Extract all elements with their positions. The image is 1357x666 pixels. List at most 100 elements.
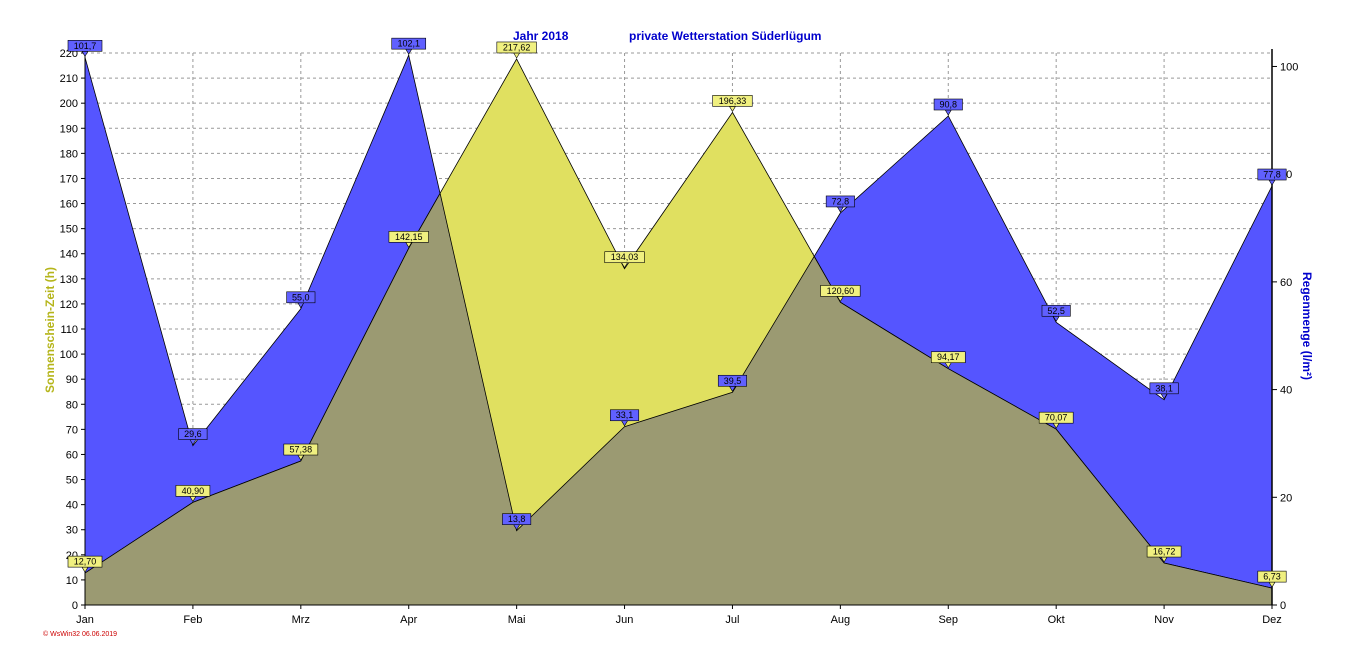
- data-label-box: [1149, 382, 1179, 395]
- data-label-text: 120,60: [827, 286, 855, 296]
- data-label-text: 16,72: [1153, 547, 1176, 557]
- data-label-regenmenge: 52,5: [1041, 304, 1071, 322]
- x-tick-label: Dez: [1262, 614, 1282, 626]
- data-label-box: [67, 555, 103, 568]
- data-label-text: 6,73: [1263, 572, 1281, 582]
- y-tick-label-right: 40: [1280, 385, 1292, 397]
- data-label-regenmenge: 38,1: [1149, 382, 1179, 400]
- data-label-box: [1146, 545, 1182, 558]
- data-label-regenmenge: 90,8: [933, 98, 963, 116]
- y-tick-label-left: 50: [66, 475, 78, 487]
- data-label-text: 102,1: [397, 39, 420, 49]
- y-tick-label-left: 140: [60, 249, 78, 261]
- y-tick-label-left: 120: [60, 299, 78, 311]
- data-label-text: 55,0: [292, 292, 310, 302]
- data-label-sonnenschein: 120,60: [820, 285, 861, 302]
- data-label-box: [1257, 570, 1287, 583]
- y-tick-label-right: 60: [1280, 277, 1292, 289]
- y-tick-label-left: 210: [60, 73, 78, 85]
- data-label-box: [604, 251, 645, 264]
- data-label-pointer: [728, 106, 736, 112]
- y-tick-label-left: 90: [66, 374, 78, 386]
- data-label-text: 217,62: [503, 42, 531, 52]
- data-label-text: 57,38: [290, 445, 313, 455]
- data-label-regenmenge: 101,7: [67, 40, 103, 57]
- data-label-sonnenschein: 16,72: [1146, 545, 1182, 563]
- data-label-sonnenschein: 196,33: [712, 95, 753, 112]
- data-label-text: 77,8: [1263, 170, 1281, 180]
- data-label-box: [388, 231, 429, 243]
- data-label-sonnenschein: 142,15: [388, 231, 429, 248]
- data-label-box: [1038, 411, 1074, 424]
- y-tick-label-left: 30: [66, 525, 78, 537]
- data-label-text: 33,1: [616, 410, 634, 420]
- y-tick-label-left: 70: [66, 424, 78, 436]
- data-label-text: 72,8: [832, 196, 850, 206]
- data-label-box: [825, 195, 855, 208]
- x-tick-label: Aug: [831, 614, 851, 626]
- data-label-box: [610, 409, 640, 422]
- y-tick-label-left: 0: [72, 600, 78, 612]
- x-tick-label: Okt: [1048, 614, 1065, 626]
- data-label-box: [712, 95, 753, 107]
- data-label-regenmenge: 72,8: [825, 195, 855, 213]
- data-label-text: 12,70: [74, 557, 97, 567]
- chart-title-station: private Wetterstation Süderlügum: [629, 29, 821, 43]
- data-label-box: [933, 98, 963, 111]
- data-label-pointer: [81, 51, 89, 57]
- x-tick-label: Jun: [616, 614, 634, 626]
- data-label-text: 94,17: [937, 352, 960, 362]
- y-tick-label-left: 60: [66, 449, 78, 461]
- data-label-box: [717, 374, 747, 387]
- data-label-regenmenge: 13,8: [502, 513, 532, 531]
- data-label-box: [67, 40, 103, 52]
- data-label-text: 52,5: [1047, 306, 1065, 316]
- data-label-sonnenschein: 6,73: [1257, 570, 1287, 588]
- y-tick-label-left: 10: [66, 575, 78, 587]
- y-tick-label-left: 110: [60, 324, 78, 336]
- data-label-box: [820, 285, 861, 297]
- data-label-box: [930, 351, 966, 364]
- data-labels: 12,70 40,90 57,38 142,15 217,62 134,03 196,33 1…: [67, 37, 1287, 588]
- chart-title-year: Jahr 2018: [513, 29, 569, 43]
- data-label-regenmenge: 39,5: [717, 374, 747, 392]
- data-label-regenmenge: 102,1: [391, 37, 427, 55]
- x-tick-label: Sep: [938, 614, 958, 626]
- x-tick-label: Jan: [76, 614, 94, 626]
- data-areas: [84, 53, 1273, 606]
- y-tick-label-right: 100: [1280, 61, 1298, 73]
- y-tick-label-left: 40: [66, 500, 78, 512]
- data-label-box: [175, 485, 211, 497]
- data-label-text: 196,33: [719, 96, 747, 106]
- data-label-regenmenge: 55,0: [286, 291, 316, 309]
- data-label-sonnenschein: 40,90: [175, 485, 211, 502]
- x-tick-label: Mrz: [292, 614, 310, 626]
- y-axis-label-right: Regenmenge (l/m²): [1300, 272, 1314, 380]
- y-tick-label-left: 100: [60, 349, 78, 361]
- data-label-regenmenge: 77,8: [1257, 168, 1287, 186]
- data-label-pointer: [944, 109, 952, 116]
- y-tick-label-left: 180: [60, 148, 78, 160]
- data-label-text: 90,8: [940, 100, 958, 110]
- y-tick-label-left: 190: [60, 123, 78, 135]
- data-label-text: 142,15: [395, 232, 423, 242]
- data-label-pointer: [1268, 179, 1276, 186]
- data-label-box: [178, 428, 208, 440]
- footer-credit: © WsWin32 06.06.2019: [43, 630, 117, 638]
- y-tick-label-right: 20: [1280, 492, 1292, 504]
- data-label-sonnenschein: 94,17: [930, 351, 966, 369]
- data-label-sonnenschein: 70,07: [1038, 411, 1074, 429]
- x-tick-label: Jul: [725, 614, 739, 626]
- data-label-text: 70,07: [1045, 413, 1068, 423]
- data-label-text: 40,90: [182, 486, 205, 496]
- y-axis-label-left: Sonnenschein-Zeit (h): [43, 267, 57, 393]
- data-label-sonnenschein: 12,70: [67, 555, 103, 573]
- data-label-pointer: [513, 52, 521, 59]
- data-label-box: [1041, 304, 1071, 317]
- data-label-text: 38,1: [1155, 383, 1173, 393]
- data-label-box: [502, 513, 532, 525]
- data-label-box: [286, 291, 316, 304]
- x-tick-label: Mai: [508, 614, 526, 626]
